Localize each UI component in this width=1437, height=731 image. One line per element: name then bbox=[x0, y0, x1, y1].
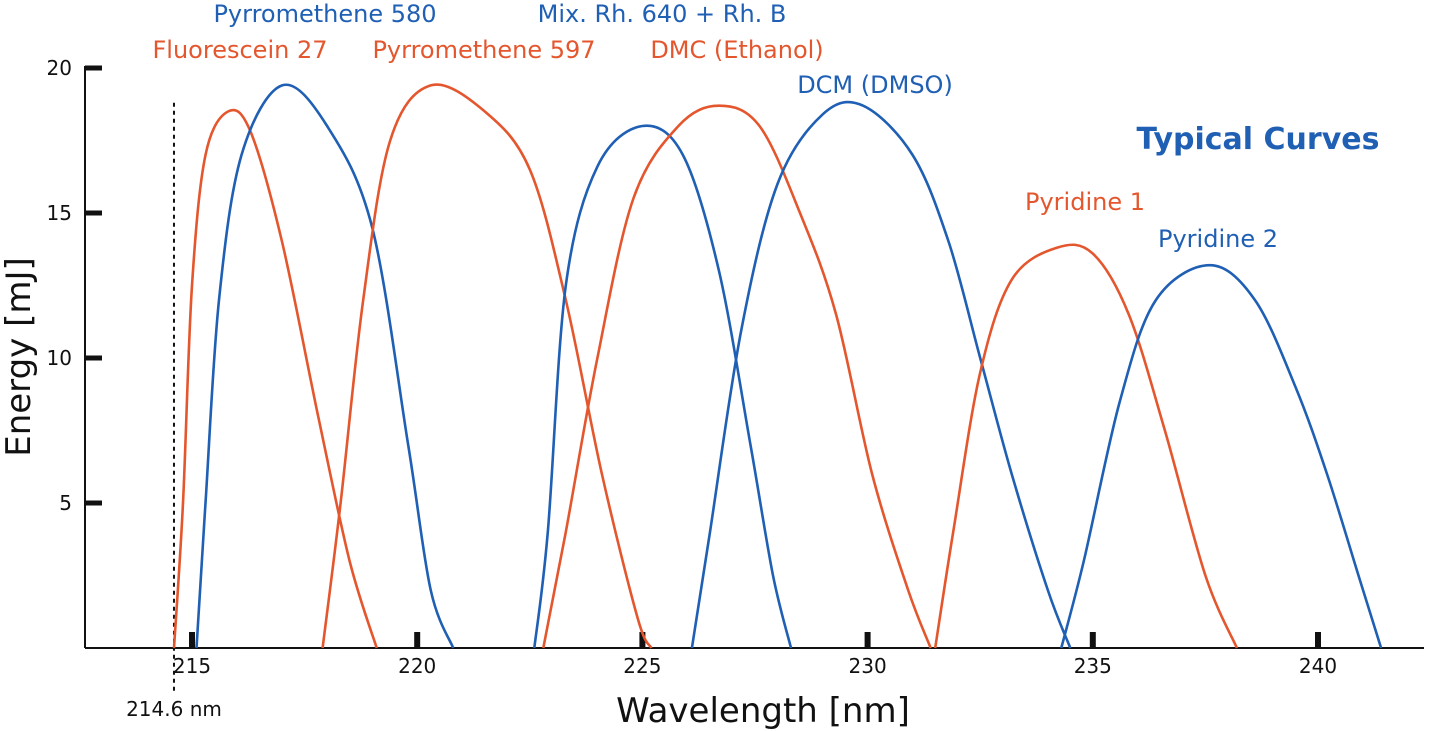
series-line-pyrromethene-597 bbox=[321, 83, 653, 649]
label-pyrromethene-597: Pyrromethene 597 bbox=[372, 36, 595, 64]
y-tick-mark bbox=[85, 65, 102, 71]
label-dmc-ethanol: DMC (Ethanol) bbox=[650, 36, 823, 64]
series-line-pyridine-2 bbox=[1060, 263, 1383, 649]
chart-title: Typical Curves bbox=[1137, 122, 1380, 157]
y-axis-title: Energy [mJ] bbox=[0, 257, 39, 457]
curve-labels: Pyrromethene 580 Fluorescein 27 Pyrromet… bbox=[153, 0, 1278, 253]
series-line-pyrromethene-580 bbox=[195, 83, 455, 649]
x-tick-label: 235 bbox=[1074, 654, 1112, 678]
y-axis-ticks: 5 10 15 20 bbox=[47, 56, 102, 515]
label-dcm-dmso: DCM (DMSO) bbox=[797, 71, 953, 99]
label-mix-rh-640-rh-b: Mix. Rh. 640 + Rh. B bbox=[538, 0, 787, 28]
x-axis-ticks: 215 220 225 230 235 240 bbox=[173, 632, 1337, 678]
y-tick-label: 5 bbox=[59, 491, 72, 515]
y-tick-label: 15 bbox=[47, 201, 72, 225]
label-pyridine-1: Pyridine 1 bbox=[1025, 188, 1145, 216]
series-line-dmc-ethanol bbox=[542, 104, 932, 649]
series-line-dcm-dmso bbox=[690, 100, 1072, 649]
label-pyrromethene-580: Pyrromethene 580 bbox=[213, 0, 436, 28]
x-tick-mark bbox=[1315, 632, 1321, 648]
x-axis-title: Wavelength [nm] bbox=[616, 691, 910, 731]
series-curves bbox=[172, 83, 1383, 649]
x-tick-label: 220 bbox=[398, 654, 436, 678]
x-tick-mark bbox=[639, 632, 646, 648]
x-tick-mark bbox=[1089, 632, 1096, 648]
series-line-pyridine-1 bbox=[933, 243, 1239, 649]
y-tick-mark bbox=[85, 355, 102, 361]
series-line-mix-rh-640-rh-b bbox=[533, 124, 793, 649]
x-tick-label: 240 bbox=[1299, 654, 1337, 678]
label-fluorescein-27: Fluorescein 27 bbox=[153, 36, 328, 64]
x-tick-label: 230 bbox=[849, 654, 887, 678]
y-tick-mark bbox=[85, 500, 102, 506]
x-tick-label: 215 bbox=[173, 654, 211, 678]
series-line-fluorescein-27 bbox=[172, 108, 378, 649]
x-tick-mark bbox=[189, 632, 195, 648]
x-tick-mark bbox=[864, 632, 871, 648]
annotation-label: 214.6 nm bbox=[126, 697, 222, 721]
y-tick-mark bbox=[85, 210, 102, 216]
y-tick-label: 10 bbox=[47, 346, 72, 370]
x-tick-label: 225 bbox=[623, 654, 661, 678]
label-pyridine-2: Pyridine 2 bbox=[1158, 225, 1278, 253]
y-tick-label: 20 bbox=[47, 56, 72, 80]
x-tick-mark bbox=[414, 632, 421, 648]
